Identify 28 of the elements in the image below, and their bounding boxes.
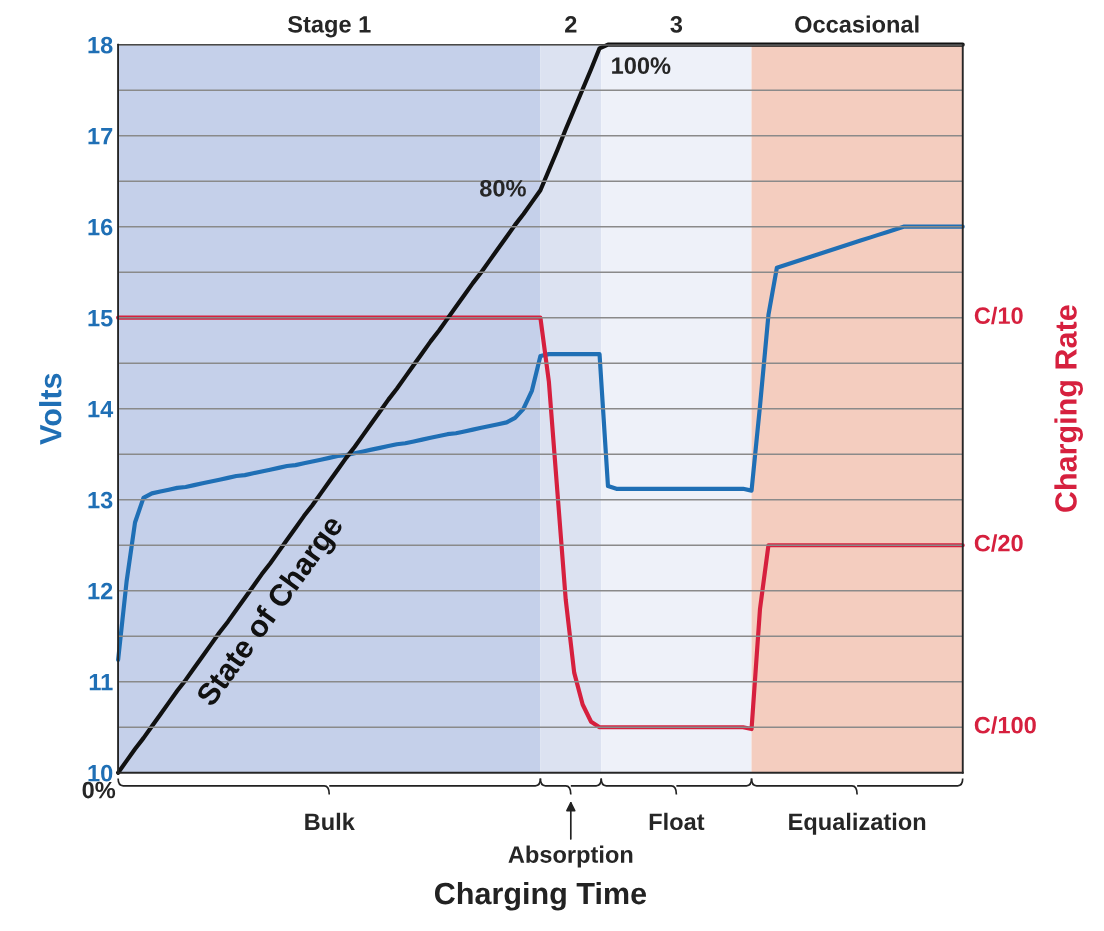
y-tick-label: 16: [88, 218, 113, 236]
text: Occasional: [795, 15, 919, 33]
text: 0%: [82, 781, 116, 799]
text: Absorption: [508, 845, 633, 868]
x-axis-title: Charging Time: [434, 881, 647, 911]
text: Stage 1: [287, 15, 371, 38]
text: C/100: [974, 716, 1036, 734]
y-tick-label: 17: [88, 128, 113, 145]
y-axis-title: Volts: [39, 373, 62, 445]
y-tick-label: 10: [88, 764, 113, 782]
text: 3: [670, 16, 683, 33]
text: Bulk: [305, 812, 355, 831]
text: Equalization: [789, 812, 926, 835]
line-series: [116, 42, 965, 775]
y-tick-label: 12: [88, 582, 113, 600]
y-tick-label: 14: [88, 401, 114, 418]
text: C/10: [974, 306, 1023, 325]
y-tick-label: 13: [88, 491, 113, 509]
line-series: [116, 315, 965, 732]
y-tick-label: 11: [89, 674, 113, 691]
text: C/20: [974, 534, 1023, 552]
y2-axis-title: Charging Rate: [1054, 305, 1083, 512]
annotation: 100%: [612, 57, 671, 74]
annotation: 80%: [480, 179, 526, 197]
y-tick-label: 18: [88, 36, 113, 54]
text: Float: [649, 812, 705, 831]
y-tick-label: 15: [88, 310, 113, 327]
text: 2: [565, 16, 577, 33]
